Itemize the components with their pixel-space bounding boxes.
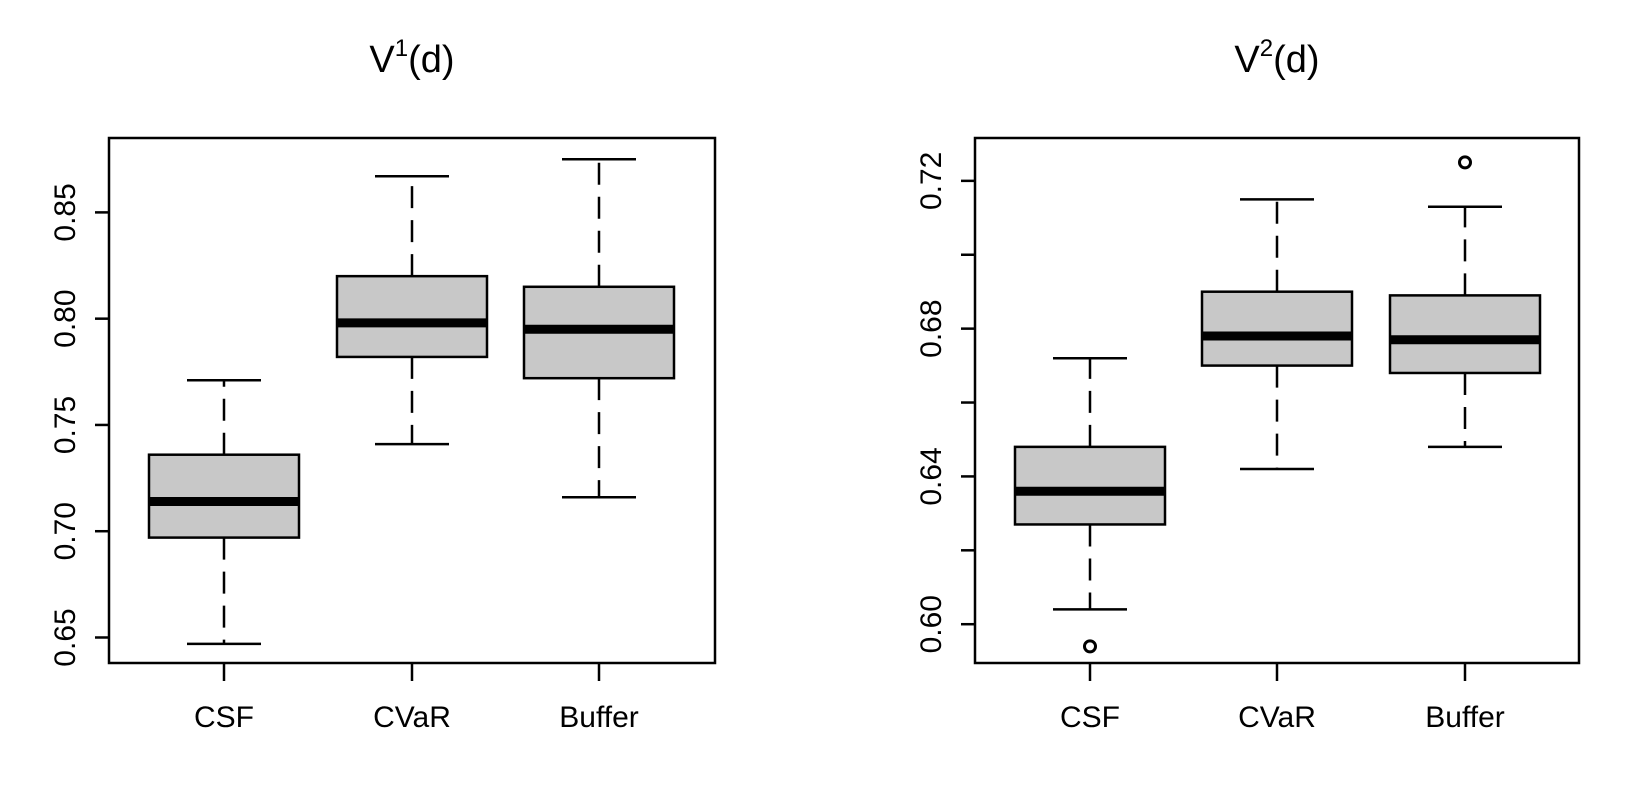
- box-cvar: [1200, 198, 1354, 471]
- chart-title: V2(d): [1234, 35, 1319, 81]
- box-buffer: [522, 158, 676, 499]
- y-axis: 0.65 0.70 0.75 0.80 0.85: [49, 183, 109, 667]
- box-cvar: [335, 175, 489, 446]
- panel-1: V1(d) 0.65 0.70 0.75 0.80 0.85 CSF CVaR Buffer: [49, 35, 717, 734]
- box-csf: [147, 379, 301, 646]
- iqr-box: [147, 453, 301, 539]
- y-tick-label: 0.70: [49, 502, 82, 560]
- iqr-box: [1013, 445, 1167, 526]
- y-tick-label: 0.85: [49, 183, 82, 241]
- x-tick-label: CVaR: [1238, 701, 1316, 734]
- x-tick-label: Buffer: [559, 701, 639, 734]
- box-buffer: [1388, 155, 1542, 449]
- x-tick-label: CSF: [194, 701, 254, 734]
- panel-2: V2(d) 0.60 0.64 0.68 0.72 CSF CVaR Buffer: [915, 35, 1581, 734]
- iqr-box: [1200, 290, 1354, 367]
- iqr-box: [1388, 294, 1542, 375]
- box-csf: [1013, 356, 1167, 654]
- x-tick-label: CVaR: [373, 701, 451, 734]
- y-tick-label: 0.68: [915, 299, 948, 357]
- chart-title: V1(d): [369, 35, 454, 81]
- x-tick-label: Buffer: [1425, 701, 1505, 734]
- y-tick-label: 0.64: [915, 447, 948, 505]
- y-tick-label: 0.75: [49, 396, 82, 454]
- outlier-point: [1458, 155, 1472, 170]
- x-axis: CSF CVaR Buffer: [194, 663, 639, 734]
- x-axis: CSF CVaR Buffer: [1060, 663, 1505, 734]
- y-tick-label: 0.72: [915, 152, 948, 210]
- x-tick-label: CSF: [1060, 701, 1120, 734]
- y-axis: 0.60 0.64 0.68 0.72: [915, 152, 975, 653]
- iqr-box: [335, 274, 489, 359]
- outlier-point: [1083, 639, 1097, 654]
- y-tick-label: 0.65: [49, 608, 82, 666]
- y-tick-label: 0.60: [915, 595, 948, 653]
- y-tick-label: 0.80: [49, 289, 82, 347]
